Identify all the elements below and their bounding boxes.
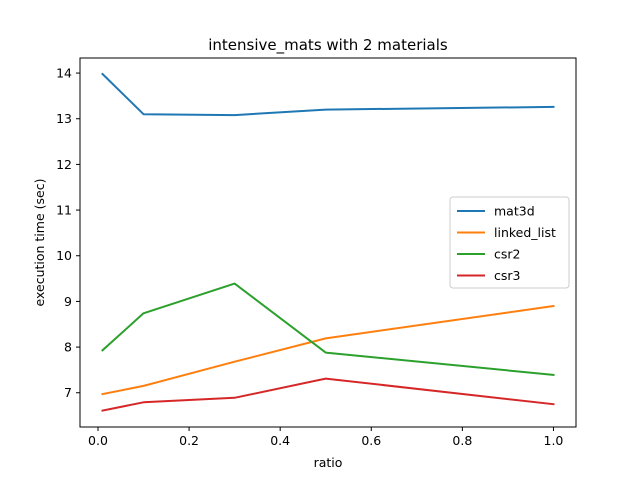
- y-axis-label: execution time (sec): [32, 179, 47, 307]
- legend-box: [449, 196, 570, 289]
- legend-entries: mat3d linked_list csr2 csr3: [457, 204, 556, 283]
- legend-label-linked-list: linked_list: [494, 225, 556, 240]
- x-tick-label: 0.4: [270, 433, 290, 448]
- x-tick-label: 0.6: [361, 433, 381, 448]
- y-tick-label: 12: [56, 157, 72, 172]
- legend-label-mat3d: mat3d: [494, 204, 535, 219]
- y-tick-label: 14: [56, 66, 72, 81]
- plot-frame: [79, 57, 577, 428]
- series-line-csr3: [101, 377, 555, 412]
- chart-title: intensive_mats with 2 materials: [208, 36, 448, 55]
- legend: mat3d linked_list csr2 csr3: [449, 196, 570, 289]
- series-line-linked-list: [101, 304, 555, 396]
- x-tick-label: 0.0: [88, 433, 108, 448]
- x-axis-label: ratio: [314, 455, 343, 470]
- series-line-mat3d: [101, 72, 555, 117]
- x-tick-label: 0.2: [179, 433, 199, 448]
- x-axis-ticks: 0.0 0.2 0.4 0.6 0.8 1.0: [88, 427, 563, 448]
- series-line-csr2: [101, 282, 555, 376]
- y-tick-label: 11: [56, 203, 72, 218]
- series-layer: [101, 72, 555, 412]
- y-tick-label: 13: [56, 111, 72, 126]
- x-tick-label: 0.8: [452, 433, 472, 448]
- y-tick-label: 10: [56, 248, 72, 263]
- legend-label-csr2: csr2: [494, 247, 520, 262]
- y-tick-label: 7: [64, 385, 72, 400]
- legend-label-csr3: csr3: [494, 268, 520, 283]
- y-axis-ticks: 7 8 9 10 11 12 13 14: [56, 66, 80, 400]
- y-tick-label: 9: [64, 294, 72, 309]
- x-tick-label: 1.0: [544, 433, 564, 448]
- y-tick-label: 8: [64, 340, 72, 355]
